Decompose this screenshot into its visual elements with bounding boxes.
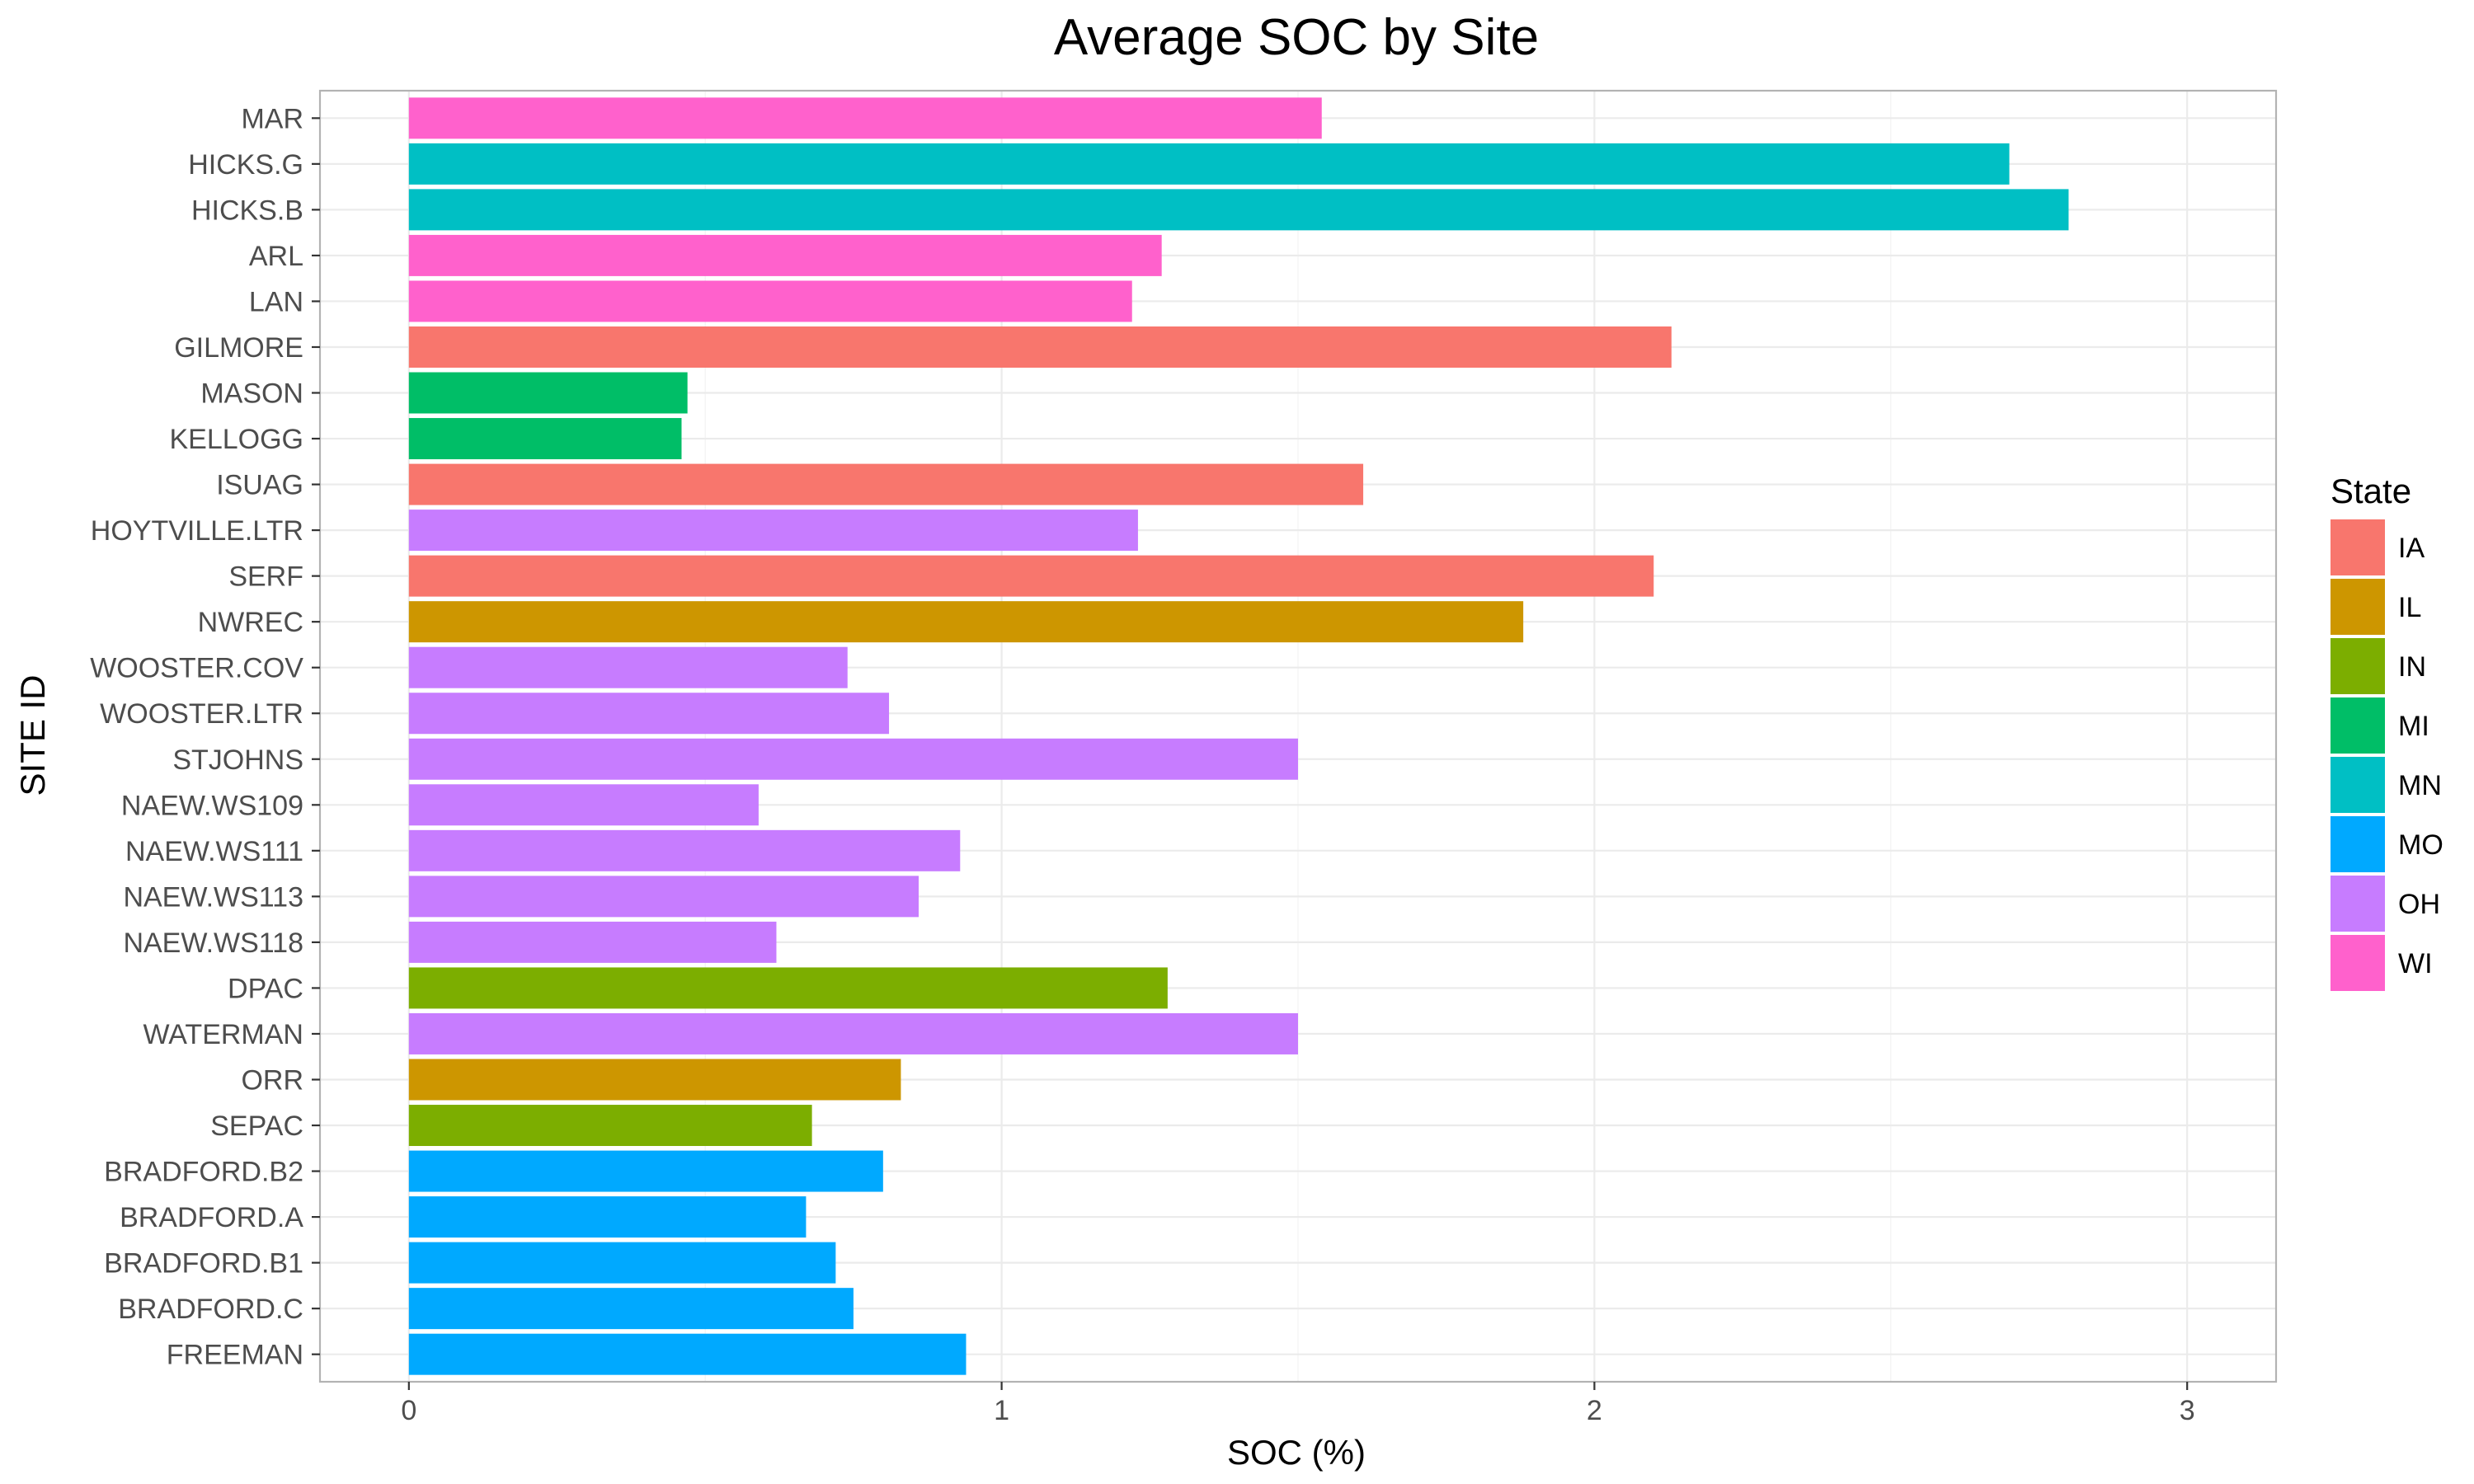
y-tick-label: GILMORE bbox=[174, 332, 303, 364]
bar-gilmore bbox=[408, 326, 1672, 368]
legend-key-oh bbox=[2331, 876, 2385, 932]
y-axis-title: SITE ID bbox=[13, 674, 52, 796]
bar-isuag bbox=[408, 463, 1364, 505]
bar-arl bbox=[408, 234, 1162, 276]
bar-serf bbox=[408, 555, 1654, 597]
x-axis-title: SOC (%) bbox=[1227, 1433, 1366, 1472]
bars bbox=[408, 97, 2069, 1375]
bar-naew-ws111 bbox=[408, 829, 961, 871]
y-tick-label: WATERMAN bbox=[143, 1019, 303, 1050]
y-tick-label: HICKS.G bbox=[188, 149, 303, 181]
legend-key-ia bbox=[2331, 519, 2385, 575]
legend-label-il: IL bbox=[2398, 592, 2421, 623]
y-tick-label: NAEW.WS111 bbox=[125, 836, 303, 867]
legend-key-mn bbox=[2331, 757, 2385, 813]
x-tick-label: 3 bbox=[2180, 1395, 2195, 1426]
bar-mar bbox=[408, 97, 1322, 139]
y-tick-label: MAR bbox=[241, 103, 303, 134]
y-tick-label: ARL bbox=[249, 241, 303, 272]
y-tick-label: ORR bbox=[241, 1064, 303, 1096]
y-tick-label: MASON bbox=[200, 378, 303, 410]
bar-kellogg bbox=[408, 418, 682, 460]
y-tick-label: HOYTVILLE.LTR bbox=[91, 515, 303, 547]
bar-hicks-g bbox=[408, 143, 2010, 185]
y-tick-label: DPAC bbox=[228, 973, 303, 1004]
legend: State IA IL IN MI MN MO OH WI bbox=[2331, 472, 2443, 991]
bar-nwrec bbox=[408, 601, 1524, 643]
legend-label-oh: OH bbox=[2398, 889, 2440, 920]
y-tick-label: NAEW.WS109 bbox=[121, 790, 303, 821]
legend-key-mo bbox=[2331, 816, 2385, 872]
y-tick-label: SEPAC bbox=[210, 1111, 303, 1142]
y-tick-label: KELLOGG bbox=[169, 424, 303, 455]
legend-key-mi bbox=[2331, 697, 2385, 754]
y-tick-label: SERF bbox=[228, 561, 303, 593]
y-tick-label: LAN bbox=[249, 286, 303, 317]
bar-orr bbox=[408, 1059, 901, 1101]
bar-naew-ws109 bbox=[408, 784, 759, 826]
bar-stjohns bbox=[408, 738, 1299, 780]
y-axis: MAR HICKS.G HICKS.B ARL LAN GILMORE MASON KELLO… bbox=[90, 103, 320, 1371]
x-tick-label: 0 bbox=[401, 1395, 416, 1426]
bar-dpac bbox=[408, 967, 1168, 1009]
y-tick-label: BRADFORD.A bbox=[120, 1202, 303, 1233]
y-tick-label: NAEW.WS118 bbox=[123, 928, 303, 959]
bar-bradford-a bbox=[408, 1196, 807, 1238]
legend-label-mn: MN bbox=[2398, 770, 2442, 801]
bar-hoytville-ltr bbox=[408, 510, 1138, 552]
legend-label-mo: MO bbox=[2398, 829, 2443, 861]
y-tick-label: ISUAG bbox=[216, 470, 303, 501]
x-axis: 0 1 2 3 bbox=[401, 1382, 2195, 1426]
y-tick-label: WOOSTER.COV bbox=[90, 653, 303, 684]
y-tick-label: WOOSTER.LTR bbox=[100, 698, 303, 730]
x-tick-label: 2 bbox=[1587, 1395, 1602, 1426]
legend-key-wi bbox=[2331, 935, 2385, 991]
y-tick-label: BRADFORD.B2 bbox=[104, 1157, 303, 1188]
bar-naew-ws113 bbox=[408, 876, 919, 918]
y-tick-label: BRADFORD.C bbox=[118, 1294, 303, 1325]
legend-label-mi: MI bbox=[2398, 711, 2429, 742]
x-tick-label: 1 bbox=[994, 1395, 1009, 1426]
bar-bradford-c bbox=[408, 1288, 854, 1330]
bar-naew-ws118 bbox=[408, 921, 777, 963]
legend-key-in bbox=[2331, 638, 2385, 694]
legend-label-in: IN bbox=[2398, 651, 2426, 683]
bar-bradford-b2 bbox=[408, 1150, 883, 1192]
y-tick-label: NWREC bbox=[198, 607, 303, 638]
plot-panel-border bbox=[318, 89, 2278, 1383]
bar-sepac bbox=[408, 1105, 812, 1147]
legend-label-ia: IA bbox=[2398, 533, 2425, 564]
bar-bradford-b1 bbox=[408, 1242, 836, 1284]
bar-wooster-ltr bbox=[408, 693, 890, 735]
y-tick-label: BRADFORD.B1 bbox=[104, 1248, 303, 1280]
bar-wooster-cov bbox=[408, 646, 848, 688]
legend-title: State bbox=[2331, 472, 2411, 510]
y-tick-label: FREEMAN bbox=[167, 1340, 303, 1371]
bar-waterman bbox=[408, 1012, 1299, 1054]
y-tick-label: HICKS.B bbox=[191, 195, 303, 226]
chart-title: Average SOC by Site bbox=[1054, 9, 1539, 66]
y-tick-label: STJOHNS bbox=[172, 744, 303, 776]
bar-freeman bbox=[408, 1333, 967, 1375]
y-tick-label: NAEW.WS113 bbox=[123, 881, 303, 913]
bar-hicks-b bbox=[408, 189, 2069, 231]
bar-lan bbox=[408, 280, 1132, 322]
legend-key-il bbox=[2331, 579, 2385, 635]
legend-label-wi: WI bbox=[2398, 948, 2433, 979]
bar-mason bbox=[408, 372, 688, 414]
